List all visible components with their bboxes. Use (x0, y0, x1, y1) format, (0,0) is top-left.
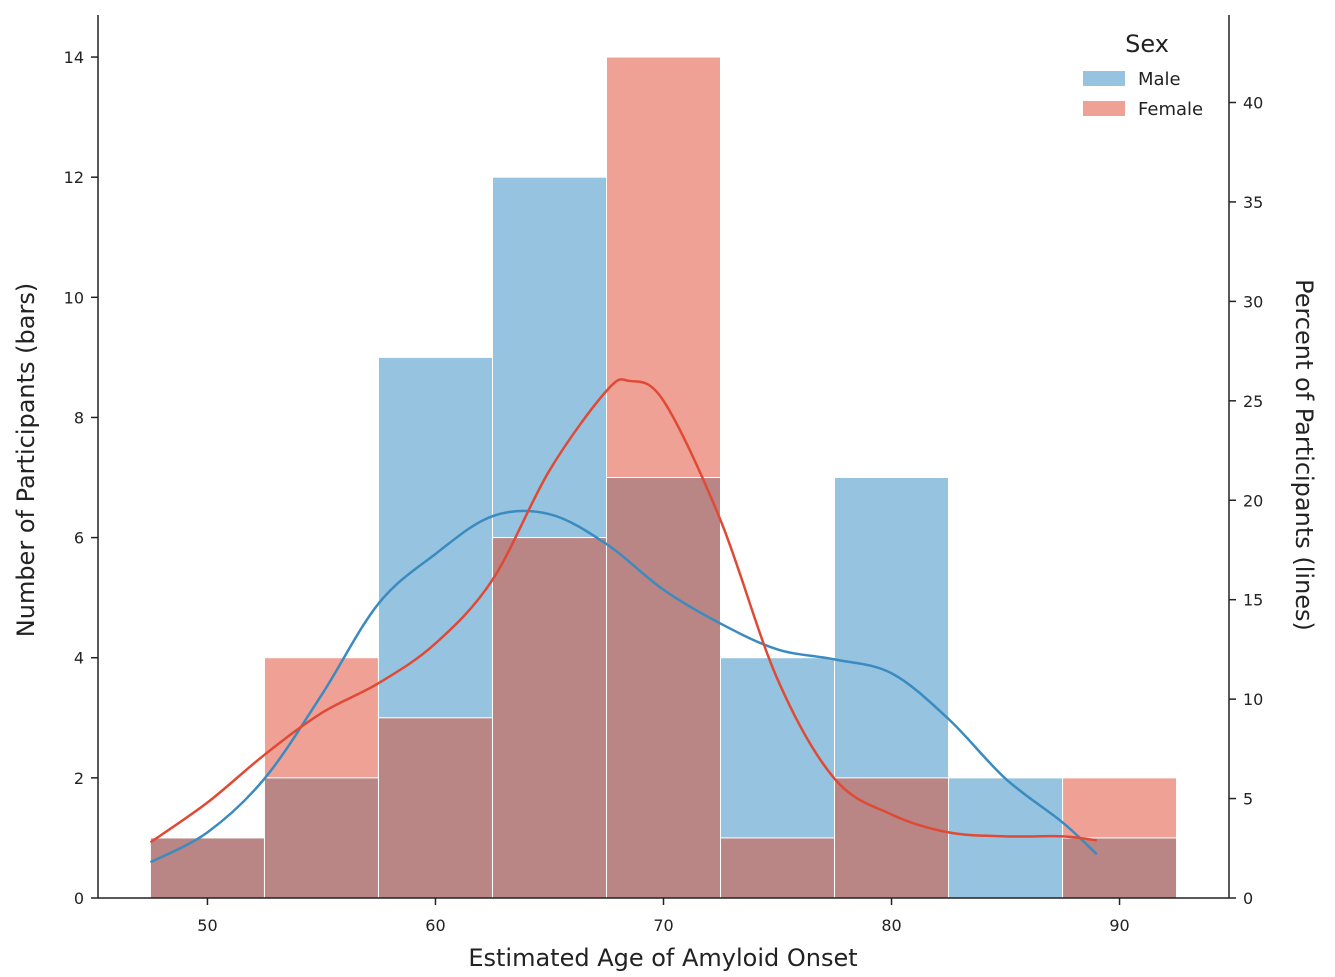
y2-tick-label: 15 (1243, 591, 1263, 610)
overlap-bar (377, 717, 493, 899)
y2-axis-title: Percent of Participants (lines) (1290, 279, 1318, 631)
y2-tick-label: 35 (1243, 193, 1263, 212)
x-tick-label: 50 (197, 916, 217, 935)
overlap-bar (1062, 837, 1178, 899)
legend-label-male: Male (1138, 69, 1181, 90)
female-kde-line (149, 378, 1097, 844)
overlap-bar (720, 837, 836, 899)
overlap-bar (491, 537, 607, 899)
overlap-bars-layer (149, 477, 1178, 899)
y2-tick-label: 25 (1243, 392, 1263, 411)
overlap-bar (834, 777, 950, 899)
kde-lines-layer (149, 378, 1098, 864)
overlap-bar (263, 777, 379, 899)
legend-title: Sex (1125, 30, 1169, 58)
y-tick-label: 10 (64, 288, 84, 307)
y2-tick-label: 20 (1243, 491, 1263, 510)
x-tick-label: 60 (425, 916, 445, 935)
y-axis-title: Number of Participants (bars) (12, 283, 40, 637)
y-tick-label: 12 (64, 168, 84, 187)
ticks-layer: 50 60 70 80 90 0 2 4 6 8 10 12 14 0 5 10 15 20 25 30 35 40 (64, 48, 1264, 935)
overlap-bar (605, 477, 722, 899)
y-tick-label: 6 (74, 529, 84, 548)
y2-tick-label: 40 (1243, 94, 1263, 113)
y-tick-label: 8 (74, 408, 84, 427)
legend-label-female: Female (1138, 99, 1203, 120)
legend-swatch-male (1083, 71, 1125, 86)
y2-tick-label: 10 (1243, 690, 1263, 709)
y2-tick-label: 5 (1243, 790, 1253, 809)
x-tick-label: 70 (653, 916, 673, 935)
y2-tick-label: 0 (1243, 889, 1253, 908)
x-axis-title: Estimated Age of Amyloid Onset (468, 944, 857, 972)
y-tick-label: 4 (74, 649, 84, 668)
overlap-bar (149, 837, 265, 899)
x-tick-label: 80 (881, 916, 901, 935)
y-tick-label: 2 (74, 769, 84, 788)
male-kde-line (149, 509, 1098, 864)
male-bar (948, 777, 1064, 899)
y2-tick-label: 30 (1243, 292, 1263, 311)
y-tick-label: 14 (64, 48, 84, 67)
x-tick-label: 90 (1109, 916, 1129, 935)
legend: Sex Male Female (1083, 30, 1203, 120)
y-tick-label: 0 (74, 889, 84, 908)
legend-swatch-female (1083, 101, 1125, 116)
